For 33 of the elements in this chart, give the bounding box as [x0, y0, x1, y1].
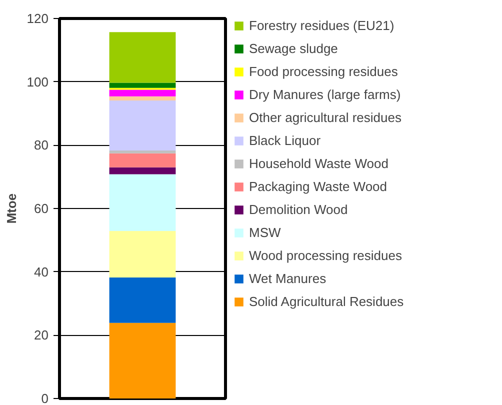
legend-label: Black Liquor — [249, 133, 321, 148]
legend-label: Wet Manures — [249, 271, 326, 286]
bar — [109, 90, 176, 96]
legend-label: Solid Agricultural Residues — [249, 294, 404, 309]
legend-label: Household Waste Wood — [249, 156, 388, 171]
y-tick-label: 40 — [34, 264, 49, 280]
legend-label: Dry Manures (large farms) — [249, 87, 401, 102]
bar — [109, 153, 176, 168]
legend-label: Wood processing residues — [249, 248, 402, 263]
y-axis-title: Mtoe — [4, 193, 19, 224]
legend-label: Packaging Waste Wood — [249, 179, 388, 194]
y-tick-label: 80 — [34, 138, 49, 153]
bar — [109, 278, 176, 323]
bar — [109, 96, 176, 101]
bar — [109, 82, 176, 88]
bar — [109, 322, 176, 398]
y-tick-label: 120 — [26, 11, 49, 26]
y-tick-label: 20 — [34, 328, 49, 343]
bar — [109, 167, 176, 174]
bar — [109, 230, 176, 278]
y-tick-label: 60 — [34, 201, 49, 216]
legend-label: Other agricultural residues — [249, 110, 402, 125]
legend-label: MSW — [249, 225, 281, 240]
legend-label: Forestry residues (EU21) — [249, 18, 394, 33]
y-tick-label: 0 — [41, 391, 49, 405]
bar — [109, 150, 176, 154]
legend-label: Food processing residues — [249, 64, 398, 79]
legend-label: Demolition Wood — [249, 202, 348, 217]
bar — [109, 32, 176, 83]
bar — [109, 100, 176, 151]
bar — [109, 174, 176, 231]
y-tick-label: 100 — [26, 74, 49, 90]
legend-label: Sewage sludge — [249, 41, 338, 56]
